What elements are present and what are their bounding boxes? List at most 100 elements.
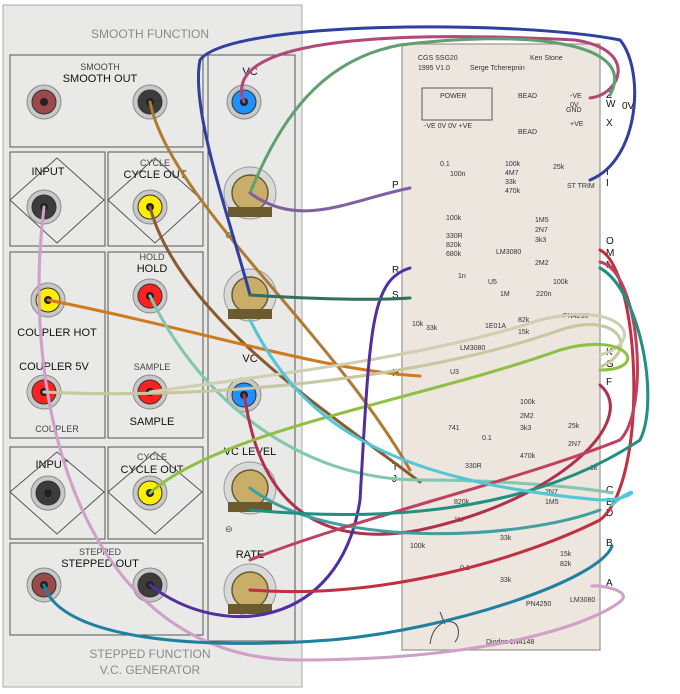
label-cycle-sub-bottom: CYCLE (137, 452, 167, 462)
label-stepped-sub: STEPPED (79, 547, 122, 557)
label-sample-sub: SAMPLE (134, 362, 171, 372)
pcb-part-label: 0.1 (482, 435, 492, 442)
label-vc-mid: VC (242, 353, 257, 365)
ov-label: 0V (622, 101, 635, 112)
power-header (421, 87, 493, 121)
bead-2: BEAD (518, 129, 537, 136)
label-sample: SAMPLE (130, 416, 175, 428)
smooth-out-jack[interactable] (26, 84, 62, 120)
label-cycle-out-top: CYCLE OUT (124, 169, 187, 181)
wires-layer (37, 25, 650, 662)
pcb-author: Ken Stone (530, 55, 563, 62)
label-coupler-5v: COUPLER 5V (19, 361, 89, 373)
pin-p: P (392, 180, 399, 191)
pcb-part-label: 2M2 (535, 260, 549, 267)
label-hold: HOLD (137, 263, 168, 275)
pcb-part-label: 1M5 (545, 499, 559, 506)
patch-wire-hold-to-c (148, 294, 614, 495)
pcb-part-label: 15k (560, 551, 572, 558)
pcb-part-label: 2N7 (568, 441, 581, 448)
pcb-part-label: 1M (500, 291, 510, 298)
patch-wire-knob3-to-n (248, 266, 650, 516)
pin-x: X (606, 118, 613, 129)
patch-wire-vc-level2-to-d (248, 318, 633, 507)
pcb-part-label: 2M2 (520, 413, 534, 420)
pcb-part-label: 25k (553, 164, 565, 171)
minus-symbol: ⊖ (225, 524, 233, 534)
patch-wire-knob2b-to-s (248, 293, 412, 301)
pcb-part-label: 1n (458, 273, 466, 280)
patch-wire-stepped-out2-to-r (148, 266, 412, 619)
pcb-part-label: 820k (446, 242, 462, 249)
pcb-version: 1995 V1.0 (418, 65, 450, 72)
vc-level-knob[interactable] (223, 461, 277, 515)
pin-sub-label: 0V (570, 102, 579, 109)
pcb-part-label: 100k (553, 279, 569, 286)
pcb-part-label: 741 (448, 425, 460, 432)
patch-wire-vc-mid-to-f (242, 383, 612, 536)
pcb-part-label: 25k (568, 423, 580, 430)
gnd-label: GND (566, 107, 582, 114)
label-coupler-sub: COUPLER (35, 424, 79, 434)
pcb-part-label: 33k (500, 577, 512, 584)
pin-d: D (606, 508, 613, 519)
pcb-part-label: 100k (520, 399, 536, 406)
label-input-top: INPUT (32, 166, 65, 178)
pcb-part-label: LM3080 (460, 345, 485, 352)
pcb-part-label: LM3080 (570, 597, 595, 604)
pin-s: S (392, 290, 399, 301)
patch-wire-vc-level-to-e (248, 486, 602, 536)
pcb-part-label: 2N7 (535, 227, 548, 234)
pcb-part-label: ST TRIM (567, 183, 595, 190)
panel-title-bottom-1: STEPPED FUNCTION (89, 647, 210, 661)
pin-t: T (392, 462, 398, 473)
pcb-part-label: 100k (446, 215, 462, 222)
power-pins: -VE 0V 0V +VE (424, 123, 472, 130)
pcb-part-label: 1E01A (485, 323, 506, 330)
pin-sub-label: -VE (570, 93, 582, 100)
bead-1: BEAD (518, 93, 537, 100)
pcb-part-label: 820k (454, 499, 470, 506)
label-stepped-out: STEPPED OUT (61, 558, 139, 570)
patch-wire-knob1b-to-p (248, 186, 412, 213)
pin-g: G (606, 359, 614, 370)
pin-sub-label: +VE (570, 121, 584, 128)
pcb-part-label: 100k (505, 161, 521, 168)
label-smooth-sub: SMOOTH (80, 62, 120, 72)
label-cycle-out-bottom: CYCLE OUT (121, 464, 184, 476)
pin-a: A (606, 578, 613, 589)
pcb-part-label: U5 (488, 279, 497, 286)
pcb-part-label: 680k (446, 251, 462, 258)
pcb-part-label: 220n (536, 291, 552, 298)
label-cycle-sub-top: CYCLE (140, 158, 170, 168)
patch-wire-coupler-5v-to-g (42, 323, 623, 396)
pcb-part-label: 470k (505, 188, 521, 195)
patch-wire-cycle-out-top-to-j (148, 205, 422, 484)
pcb-part-label: 100k (410, 543, 426, 550)
pcb-part-label: 82k (560, 561, 572, 568)
pcb-part-label: 330R (465, 463, 482, 470)
pcb-part-label: 1k (590, 465, 598, 472)
pcb-part-label: 33k (500, 535, 512, 542)
label-smooth-out: SMOOTH OUT (63, 73, 138, 85)
pin-w: W (606, 99, 616, 110)
patch-wire-knob1-to-w (248, 37, 617, 195)
panel-title-top: SMOOTH FUNCTION (91, 27, 209, 41)
pcb-part-label: 2N7 (545, 489, 558, 496)
label-input-bottom: INPUT (36, 459, 69, 471)
pcb-part-label: 33k (505, 179, 517, 186)
pcb-part-label: 15k (518, 329, 530, 336)
pcb-part-label: 33k (426, 325, 438, 332)
pcb-part-label: 3k3 (535, 237, 546, 244)
pcb-part-label: 3k3 (520, 425, 531, 432)
patch-wire-smooth-out2-to-t (148, 100, 412, 472)
pin-b: B (606, 538, 613, 549)
pcb-designer: Serge Tcherepnin (470, 65, 525, 72)
input-bottom-jack[interactable] (30, 475, 66, 511)
label-vc-level: VC LEVEL (224, 446, 277, 458)
patch-wire-input-top-to-a (37, 205, 625, 662)
pcb-part-label: PN4250 (526, 601, 551, 608)
patch-wire-vc-top-to-z (240, 35, 620, 104)
